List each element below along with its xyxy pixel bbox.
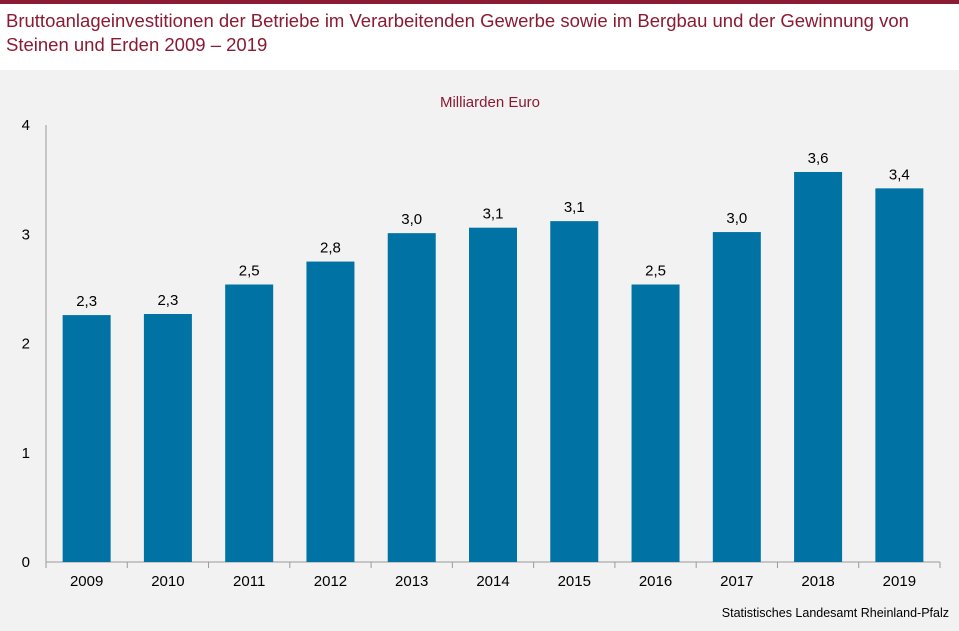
x-tick-label-2017: 2017 (720, 573, 753, 590)
source-note: Statistisches Landesamt Rheinland-Pfalz (721, 606, 949, 620)
bar-2013 (387, 233, 436, 562)
value-label-2017: 3,0 (726, 210, 747, 227)
bar-2016 (631, 284, 680, 562)
x-tick-label-2012: 2012 (314, 573, 347, 590)
value-label-2018: 3,6 (808, 150, 829, 167)
y-tick-label: 4 (22, 117, 30, 134)
bar-2017 (712, 232, 761, 562)
y-tick-label: 2 (22, 336, 30, 353)
x-tick-label-2011: 2011 (233, 573, 265, 590)
x-axis: 2009 2010 2011 2012 2013 2014 2015 2016 2017 2018… (45, 561, 941, 590)
x-tick-label-2018: 2018 (801, 573, 834, 590)
y-tick-label: 3 (22, 226, 30, 243)
bar-2012 (306, 261, 355, 562)
bar-2015 (550, 221, 599, 562)
x-tick-label-2015: 2015 (558, 573, 591, 590)
bar-2019 (875, 188, 924, 563)
value-label-2012: 2,8 (320, 240, 341, 257)
title-rule (0, 0, 959, 4)
y-tick-label: 1 (22, 445, 30, 462)
value-label-2011: 2,5 (239, 263, 260, 280)
bar-2009 (62, 315, 111, 562)
x-tick-label-2010: 2010 (151, 573, 184, 590)
value-label-2014: 3,1 (483, 206, 504, 223)
x-tick-label-2013: 2013 (395, 573, 428, 590)
value-label-2016: 2,5 (645, 263, 666, 280)
bar-2014 (469, 227, 517, 562)
x-tick-label-2009: 2009 (70, 573, 103, 590)
bars: 2,3 2,3 2,5 2,8 3,0 3,1 3,1 2,5 3,0 3,6 3,4 (62, 150, 924, 563)
bar-2010 (143, 314, 192, 562)
value-label-2009: 2,3 (76, 293, 97, 310)
value-label-2010: 2,3 (157, 292, 178, 309)
x-tick-label-2019: 2019 (883, 573, 916, 590)
value-label-2015: 3,1 (564, 199, 585, 216)
y-tick-label: 0 (22, 554, 30, 571)
x-tick-label-2016: 2016 (639, 573, 672, 590)
y-axis: 0 1 2 3 4 (22, 117, 47, 571)
chart-title: Bruttoanlageinvestitionen der Betriebe i… (6, 10, 909, 55)
value-label-2013: 3,0 (401, 211, 422, 228)
value-label-2019: 3,4 (889, 166, 910, 183)
unit-label: Milliarden Euro (440, 94, 540, 111)
bar-2018 (794, 171, 843, 563)
bar-2011 (225, 284, 274, 562)
x-tick-label-2014: 2014 (476, 573, 509, 590)
